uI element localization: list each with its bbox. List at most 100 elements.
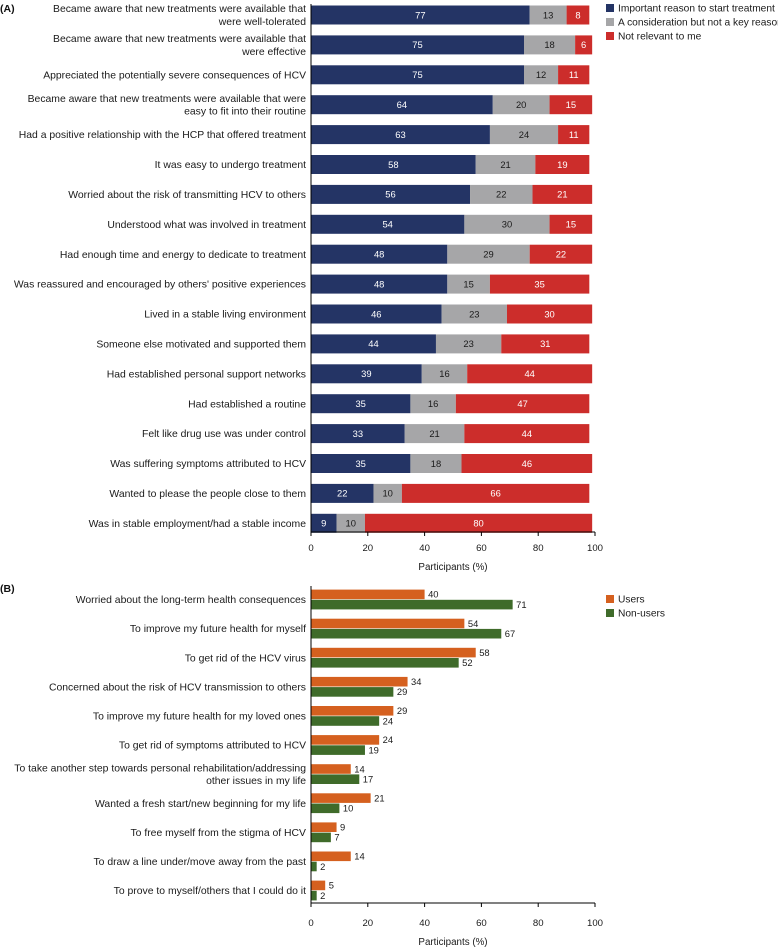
data-label: 10 (343, 803, 353, 814)
data-label: 15 (463, 278, 473, 289)
bar-important-reason-to-start-treatment (311, 513, 337, 533)
bar-a-consideration-but-not-a-key-reason (492, 95, 550, 115)
category-label: were effective (241, 47, 306, 58)
category-label: It was easy to undergo treatment (155, 160, 306, 171)
category-label: Became aware that new treatments were av… (28, 94, 307, 105)
data-label: 21 (429, 428, 439, 439)
bar-important-reason-to-start-treatment (311, 454, 411, 473)
data-label: 52 (462, 657, 472, 668)
bar-important-reason-to-start-treatment (311, 214, 465, 234)
bar-a-consideration-but-not-a-key-reason (441, 304, 507, 324)
data-label: 9 (340, 822, 345, 833)
data-label: 23 (463, 338, 473, 349)
category-label: Had enough time and energy to dedicate t… (60, 250, 306, 261)
category-label: easy to fit into their routine (184, 107, 306, 118)
legend-swatch (606, 32, 614, 40)
bar-non-users (311, 628, 502, 639)
data-label: 29 (397, 686, 407, 697)
panel-label-a: (A) (0, 3, 15, 15)
data-label: 44 (368, 338, 378, 349)
bar-not-relevant-to-me (364, 513, 593, 533)
bar-non-users (311, 861, 317, 872)
category-label: Lived in a stable living environment (144, 310, 306, 321)
bar-a-consideration-but-not-a-key-reason (475, 155, 536, 174)
panel-b: (B) Worried about the long-term health co… (0, 583, 665, 948)
category-label: Understood what was involved in treatmen… (107, 220, 306, 231)
category-label: To improve my future health for myself (130, 624, 306, 635)
category-label: Wanted to please the people close to the… (109, 489, 306, 500)
bar-users (311, 647, 476, 658)
data-label: 77 (415, 9, 425, 20)
bar-a-consideration-but-not-a-key-reason (421, 364, 468, 384)
x-tick-label: 0 (308, 543, 313, 554)
data-label: 35 (355, 458, 365, 469)
bar-not-relevant-to-me (461, 454, 593, 473)
bar-users (311, 793, 371, 803)
bar-a-consideration-but-not-a-key-reason (410, 454, 462, 473)
bar-a-consideration-but-not-a-key-reason (470, 184, 533, 204)
data-label: 11 (569, 129, 579, 140)
x-tick-label: 20 (362, 543, 373, 554)
data-label: 63 (395, 129, 405, 140)
bar-not-relevant-to-me (506, 304, 593, 324)
data-label: 14 (354, 851, 364, 862)
bar-a-consideration-but-not-a-key-reason (489, 125, 559, 145)
bar-a-consideration-but-not-a-key-reason (404, 424, 465, 444)
bar-not-relevant-to-me (575, 35, 593, 55)
legend-label: Users (618, 595, 645, 606)
data-label: 11 (569, 69, 579, 80)
data-label: 19 (368, 744, 378, 755)
x-tick-label: 60 (476, 543, 487, 554)
x-tick-label: 60 (476, 918, 487, 929)
data-label: 54 (382, 219, 392, 230)
bar-not-relevant-to-me (501, 334, 590, 354)
panel-a: (A) Became aware that new treatments were… (0, 3, 778, 573)
x-tick-label: 100 (587, 543, 603, 554)
bar-a-consideration-but-not-a-key-reason (447, 244, 530, 264)
data-label: 19 (557, 159, 567, 170)
category-label: Had established a routine (188, 399, 306, 410)
bar-a-consideration-but-not-a-key-reason (373, 483, 402, 503)
data-label: 10 (382, 488, 392, 499)
data-label: 21 (374, 792, 384, 803)
bar-a-consideration-but-not-a-key-reason (447, 274, 490, 294)
bar-important-reason-to-start-treatment (311, 35, 524, 55)
data-label: 21 (557, 189, 567, 200)
bar-important-reason-to-start-treatment (311, 274, 448, 294)
legend-swatch (606, 609, 614, 617)
data-label: 12 (536, 69, 546, 80)
bar-not-relevant-to-me (489, 274, 590, 294)
x-tick-label: 80 (533, 543, 544, 554)
category-label: Was in stable employment/had a stable in… (89, 519, 307, 530)
legend-label: Not relevant to me (618, 32, 702, 43)
bar-a-consideration-but-not-a-key-reason (524, 35, 576, 55)
data-label: 44 (524, 368, 534, 379)
bar-non-users (311, 658, 459, 668)
bar-not-relevant-to-me (467, 364, 593, 384)
bar-users (311, 764, 351, 774)
category-label: other issues in my life (206, 776, 306, 787)
data-label: 24 (383, 715, 393, 726)
bar-not-relevant-to-me (566, 5, 590, 25)
data-label: 20 (516, 99, 526, 110)
x-axis-title: Participants (%) (418, 937, 487, 948)
bar-important-reason-to-start-treatment (311, 155, 476, 174)
bar-not-relevant-to-me (532, 184, 593, 204)
category-label: To free myself from the stigma of HCV (130, 828, 306, 839)
data-label: 30 (502, 219, 512, 230)
data-label: 29 (397, 705, 407, 716)
x-tick-label: 40 (419, 543, 430, 554)
category-label: To draw a line under/move away from the … (93, 857, 306, 868)
bar-non-users (311, 803, 340, 814)
category-label: Someone else motivated and supported the… (96, 340, 306, 351)
category-label: Had a positive relationship with the HCP… (19, 130, 306, 141)
bar-users (311, 851, 351, 862)
data-label: 9 (321, 518, 326, 529)
data-label: 35 (355, 398, 365, 409)
bar-a-consideration-but-not-a-key-reason (336, 513, 365, 533)
data-label: 17 (363, 774, 373, 785)
bar-not-relevant-to-me (549, 214, 593, 234)
bar-users (311, 706, 394, 716)
x-tick-label: 0 (308, 918, 313, 929)
